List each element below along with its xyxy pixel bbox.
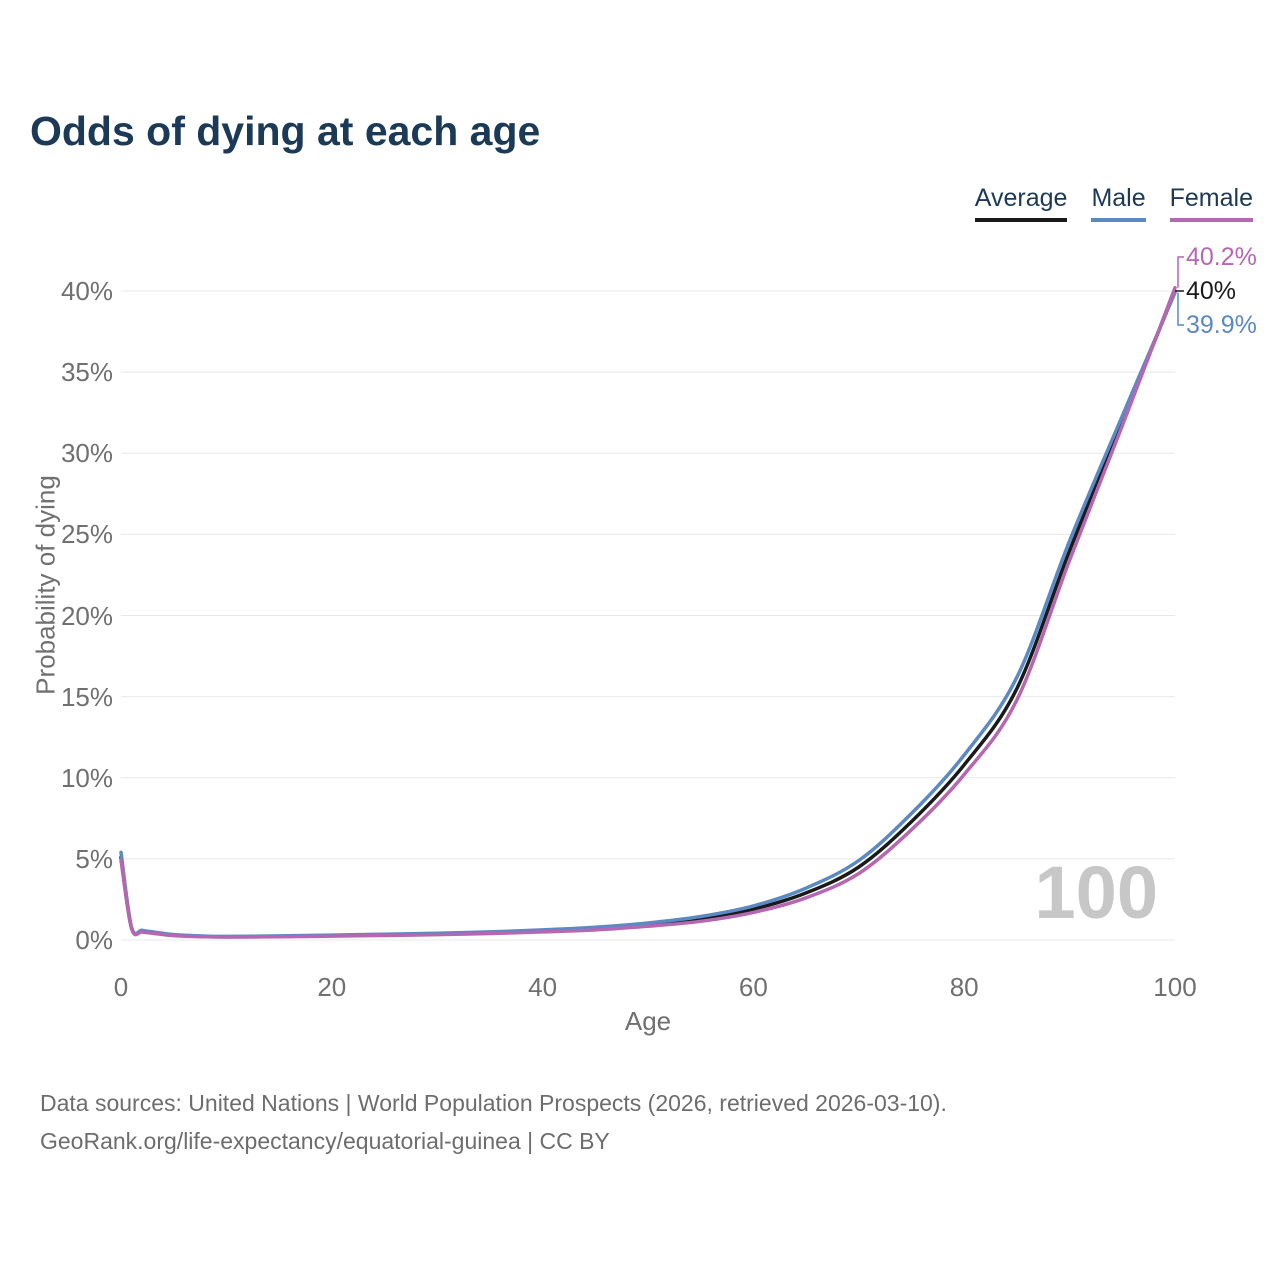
series-line-female — [119, 286, 1177, 939]
legend: Average Male Female — [974, 184, 1253, 222]
legend-label-male: Male — [1091, 184, 1146, 212]
page-title: Odds of dying at each age — [30, 108, 541, 154]
legend-label-female: Female — [1169, 184, 1253, 212]
end-bracket-female — [1177, 256, 1184, 288]
legend-item-male[interactable]: Male — [1091, 184, 1146, 222]
series-line-male — [119, 290, 1177, 939]
y-tick-label-30: 30% — [60, 438, 113, 469]
y-tick-label-15: 15% — [60, 681, 113, 712]
x-tick-label-20: 20 — [317, 972, 347, 1002]
y-tick-label-35: 35% — [60, 357, 113, 388]
x-tick-label-80: 80 — [949, 972, 979, 1002]
end-label-female: 40.2% — [1186, 243, 1257, 271]
end-label-male: 39.9% — [1186, 311, 1257, 339]
legend-item-average[interactable]: Average — [974, 184, 1068, 222]
watermark: 100 — [1034, 851, 1158, 934]
legend-swatch-female — [1169, 218, 1253, 222]
series-line-average — [119, 289, 1177, 939]
end-label-average: 40% — [1186, 277, 1237, 305]
x-tick-label-100: 100 — [1153, 972, 1197, 1002]
y-tick-label-40: 40% — [60, 276, 113, 306]
y-tick-label-20: 20% — [60, 600, 113, 631]
x-tick-label-0: 0 — [113, 972, 129, 1002]
legend-item-female[interactable]: Female — [1169, 184, 1253, 222]
y-tick-label-0: 0% — [75, 925, 113, 955]
legend-label-average: Average — [974, 184, 1068, 212]
y-tick-label-25: 25% — [60, 519, 113, 550]
x-axis-title: Age — [624, 1006, 672, 1036]
y-axis-title: Probability of dying — [30, 475, 61, 695]
source-line-1: Data sources: United Nations | World Pop… — [40, 1090, 947, 1116]
legend-swatch-male — [1091, 218, 1146, 222]
y-tick-label-5: 5% — [75, 843, 113, 874]
legend-swatch-average — [974, 218, 1068, 222]
chart-area: 100 Probability of dying Age 40.2% 40% 3… — [30, 243, 1257, 1036]
end-bracket-male — [1177, 292, 1184, 326]
x-tick-label-40: 40 — [528, 972, 558, 1002]
x-tick-label-60: 60 — [738, 972, 768, 1002]
y-tick-label-10: 10% — [60, 762, 113, 793]
source-line-2: GeoRank.org/life-expectancy/equatorial-g… — [40, 1128, 610, 1154]
chart-canvas — [119, 256, 1184, 941]
